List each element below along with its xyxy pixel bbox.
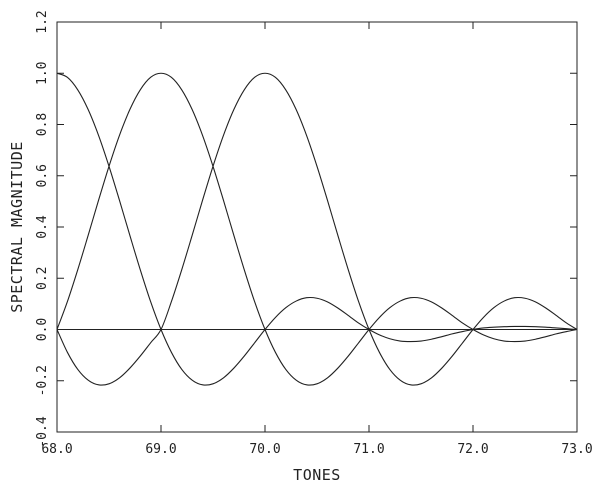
y-tick-labels: -0.4 -0.2 0.0 0.2 0.4 0.6 0.8 1.0 1.2 [35, 10, 50, 447]
x-tick-label: 68.0 [41, 442, 72, 457]
x-tick-labels: 68.0 69.0 70.0 71.0 72.0 73.0 [41, 442, 592, 457]
y-tick-label: -0.2 [35, 365, 50, 396]
x-tick-label: 72.0 [457, 442, 488, 457]
y-tick-label: 0.4 [35, 215, 50, 239]
x-tick-label: 70.0 [249, 442, 280, 457]
series-line-3 [56, 72, 578, 386]
y-tick-label: 0.6 [35, 164, 50, 187]
y-tick-label: 1.2 [35, 10, 50, 33]
x-axis-title: TONES [293, 466, 341, 484]
series-line-2 [56, 72, 578, 386]
y-tick-label: 0.8 [35, 113, 50, 136]
x-tick-label: 71.0 [353, 442, 384, 457]
x-tick-label: 73.0 [561, 442, 592, 457]
y-tick-label: 1.0 [35, 62, 50, 85]
x-tick-label: 69.0 [145, 442, 176, 457]
y-tick-label: 0.0 [35, 318, 50, 341]
series-lines [56, 72, 578, 386]
plot-frame [56, 21, 578, 433]
y-tick-label: 0.2 [35, 267, 50, 290]
series-line-1 [56, 72, 578, 386]
y-axis-title: SPECTRAL MAGNITUDE [8, 141, 26, 313]
axis-ticks [56, 21, 578, 433]
y-tick-label: -0.4 [35, 416, 50, 447]
